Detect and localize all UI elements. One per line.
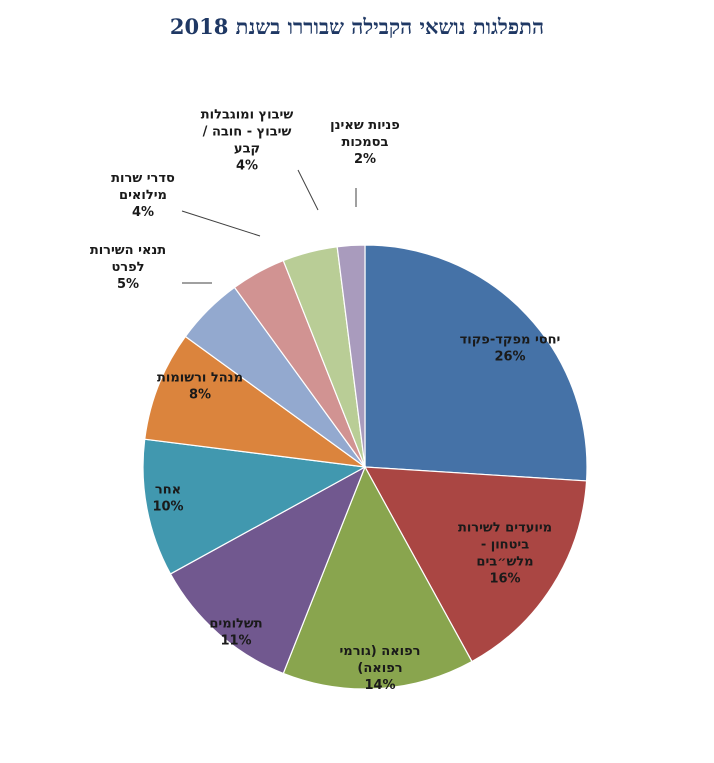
slice-label: לפרט bbox=[111, 260, 144, 275]
slice-label: יחסי מפקד-פקוד bbox=[460, 333, 561, 348]
slice-percent-label: 11% bbox=[220, 634, 251, 649]
slice-percent-label: 4% bbox=[132, 205, 154, 220]
pie-slice bbox=[363, 466, 588, 663]
slice-label: פניות שאינן bbox=[330, 118, 400, 133]
pie-slice bbox=[282, 465, 473, 690]
slice-percent-label: 4% bbox=[236, 159, 258, 174]
pie-slice bbox=[169, 465, 367, 675]
pie-slice bbox=[142, 438, 367, 575]
slice-label: שיבוץ ומוגבלות bbox=[201, 108, 294, 123]
slice-label: סדרי שרות bbox=[111, 171, 175, 186]
slice-label: תנאי השירות bbox=[90, 243, 166, 258]
slice-label: מנהל ורשומות bbox=[157, 371, 243, 386]
slice-percent-label: 5% bbox=[117, 277, 139, 292]
slice-label: תשלומים bbox=[209, 617, 262, 632]
slice-percent-label: 8% bbox=[189, 388, 211, 403]
slice-percent-label: 10% bbox=[152, 500, 183, 515]
slice-label: בסמכות bbox=[342, 135, 389, 150]
slice-label: קבע bbox=[234, 142, 260, 157]
slice-label: אחר bbox=[155, 483, 181, 498]
slice-percent-label: 26% bbox=[494, 350, 525, 365]
slice-percent-label: 16% bbox=[489, 572, 520, 587]
slice-label: מיועדים לשירות bbox=[458, 521, 552, 536]
slice-percent-label: 2% bbox=[354, 152, 376, 167]
slice-label: רפואה) bbox=[357, 661, 402, 676]
slice-label: שיבוץ - חובה / bbox=[203, 125, 292, 140]
leader-line bbox=[297, 169, 319, 211]
chart-title: התפלגות נושאי הקבילה שבוררו בשנת 2018 bbox=[169, 14, 545, 39]
leader-line bbox=[181, 210, 261, 237]
slice-label: רפואה (גורמי bbox=[339, 644, 420, 659]
slice-percent-label: 14% bbox=[364, 678, 395, 693]
pie-slice bbox=[144, 335, 366, 468]
slice-label: מילואים bbox=[119, 188, 167, 203]
pie-slice bbox=[336, 244, 366, 468]
slice-label: מלש״בים bbox=[476, 555, 533, 570]
slice-label: ביטחון - bbox=[481, 538, 529, 553]
pie-slice bbox=[364, 244, 588, 482]
